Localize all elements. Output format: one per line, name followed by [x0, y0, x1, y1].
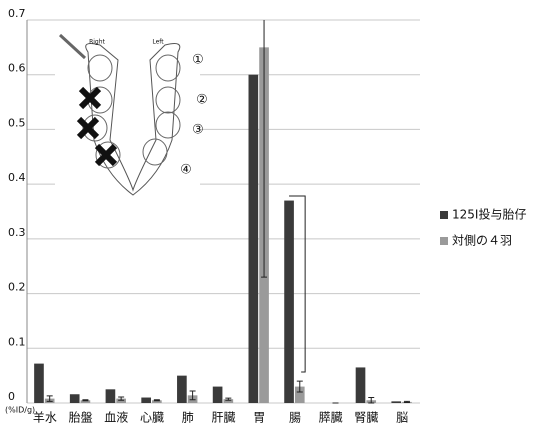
fetus-sac — [142, 138, 168, 166]
bar — [105, 389, 116, 403]
y-tick-label: 0.4 — [8, 171, 26, 184]
error-bar — [261, 20, 268, 278]
legend-swatch — [440, 211, 448, 219]
y-tick-label: 0.2 — [8, 281, 26, 294]
x-tick-label: 腎臓 — [354, 411, 378, 425]
inset-label: Right — [89, 39, 105, 46]
y-tick-label: 0.7 — [8, 7, 26, 20]
bar — [391, 401, 402, 403]
fetus-sac — [87, 54, 113, 82]
y-tick-label: 0 — [8, 390, 15, 403]
x-tick-label: 肺 — [182, 411, 194, 425]
fetus-sac — [155, 54, 181, 82]
uterus — [85, 43, 181, 196]
error-bar — [118, 396, 125, 401]
cross — [94, 143, 118, 167]
bar — [141, 397, 151, 403]
inset-label: ④ — [180, 163, 192, 178]
inset-label: Left — [152, 39, 164, 46]
syringe — [58, 33, 87, 60]
x-tick-label: 膵臓 — [319, 411, 343, 425]
bar — [34, 363, 44, 403]
bar — [116, 398, 126, 403]
x-tick-label: 血液 — [104, 410, 128, 425]
error-bar — [225, 397, 232, 401]
fetus-sac — [82, 114, 108, 142]
inset-label: ③ — [192, 123, 204, 138]
bracket — [289, 195, 306, 373]
inset-label: ① — [192, 53, 204, 68]
error-bar — [82, 399, 89, 402]
error-bar — [153, 399, 160, 402]
y-tick-label: 0.1 — [8, 335, 26, 348]
error-bar — [296, 380, 303, 393]
bar — [294, 386, 305, 403]
inset-label: ② — [196, 93, 208, 108]
legend-label: 125I投与胎仔 — [452, 207, 526, 222]
bar — [212, 386, 223, 403]
error-bar — [403, 400, 410, 403]
bar — [177, 375, 187, 403]
cross — [76, 116, 100, 140]
error-bar — [46, 395, 53, 402]
error-bar — [368, 397, 375, 404]
bar — [355, 367, 366, 403]
bar — [248, 74, 259, 403]
plot — [34, 20, 412, 404]
error-bar — [189, 390, 196, 401]
x-tick-label: 脳 — [396, 411, 408, 425]
inset: Right Left ① ② ③ ④ — [55, 26, 208, 196]
fetus-sac — [155, 86, 181, 114]
fetus-sac — [155, 111, 181, 139]
y-axis-label: (%ID/g) — [5, 406, 35, 415]
cross — [78, 86, 102, 110]
legend-swatch — [440, 237, 448, 245]
y-tick-label: 0.6 — [8, 62, 26, 75]
x-tick-label: 羊水 — [33, 410, 57, 425]
bar — [69, 394, 80, 403]
legend-label: 対側の４羽 — [452, 234, 512, 248]
x-tick-label: 腸 — [289, 411, 301, 425]
bar — [223, 399, 234, 403]
bar — [152, 400, 162, 403]
y-tick-label: 0.5 — [8, 116, 26, 129]
fetus-sac — [95, 141, 121, 169]
bar — [80, 400, 91, 403]
x-tick-label: 心臓 — [140, 411, 164, 425]
bar — [284, 200, 294, 403]
x-tick-label: 胃 — [253, 411, 265, 425]
x-tick-label: 肝臓 — [211, 411, 235, 425]
x-tick-label: 胎盤 — [69, 411, 93, 425]
y-tick-label: 0.3 — [8, 226, 26, 239]
